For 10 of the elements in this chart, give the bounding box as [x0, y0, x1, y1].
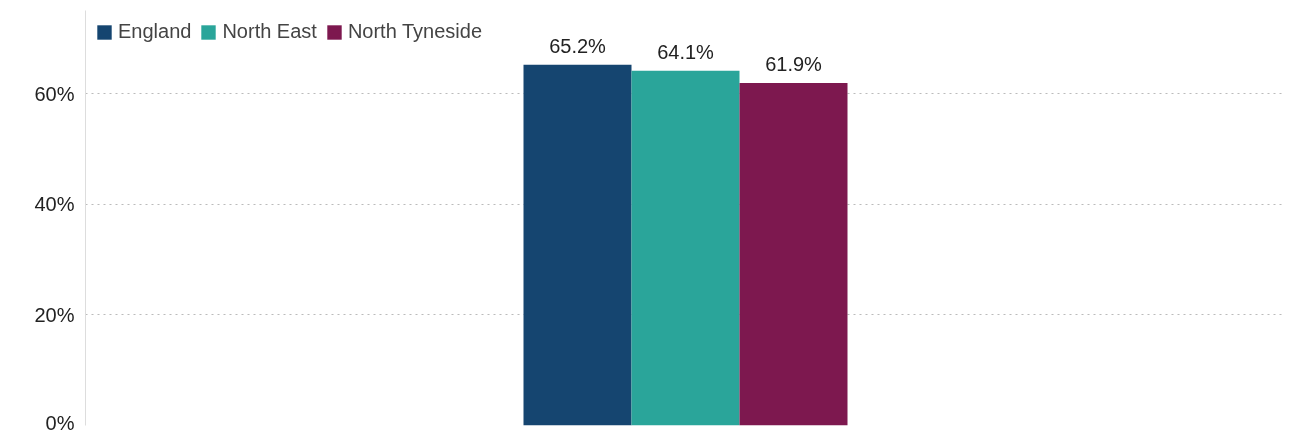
y-tick-label: 0%	[45, 411, 75, 433]
data-label: 61.9%	[765, 52, 823, 75]
legend-label: North Tyneside	[347, 20, 483, 43]
y-tick-label: 20%	[34, 303, 75, 326]
data-label: 64.1%	[657, 40, 715, 63]
data-label: 65.2%	[549, 34, 607, 57]
legend-label: North East	[222, 20, 317, 43]
legend-label: England	[118, 20, 192, 43]
y-tick-label: 60%	[34, 82, 75, 105]
y-tick-label: 40%	[34, 193, 75, 216]
